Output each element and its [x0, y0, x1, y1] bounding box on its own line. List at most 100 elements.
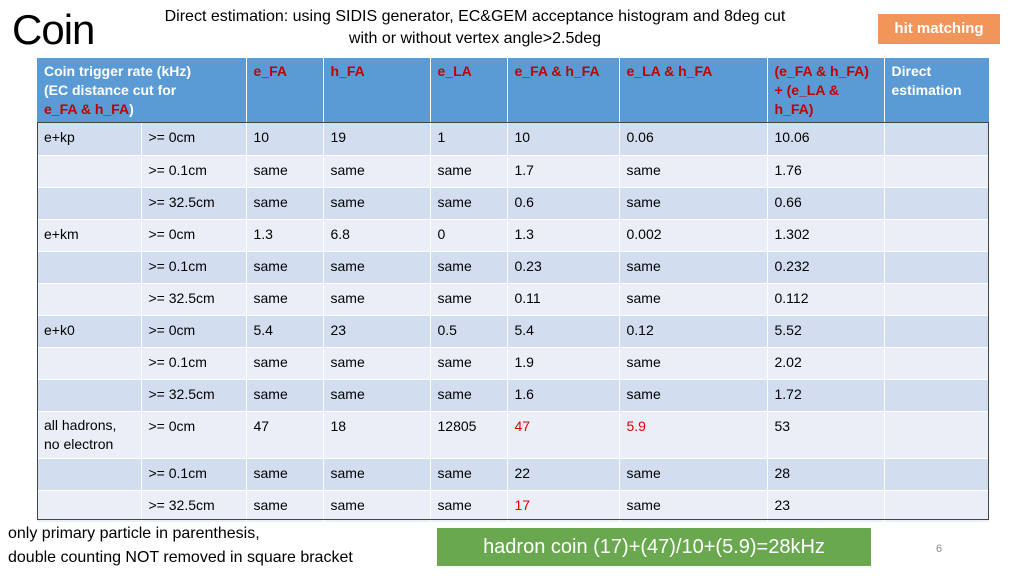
e-fa-cell: same [246, 251, 324, 284]
h-fa-cell: same [323, 347, 431, 380]
h-fa-cell: 6.8 [323, 219, 431, 252]
sum-cell: 23 [767, 490, 885, 523]
e-la-h-fa-cell: same [619, 347, 768, 380]
e-la-cell: 1 [430, 123, 508, 156]
e-fa-h-fa-cell: 5.4 [507, 315, 620, 348]
e-la-h-fa-cell: 0.12 [619, 315, 768, 348]
cut-cell: >= 32.5cm [141, 379, 247, 412]
direct-cell [884, 155, 990, 188]
sum-cell: 0.112 [767, 283, 885, 316]
h-fa-cell: same [323, 155, 431, 188]
table-row: >= 0.1cm same same same 22 same 28 [37, 458, 990, 491]
table-row: e+kp >= 0cm 10 19 1 10 0.06 10.06 [37, 123, 990, 156]
cut-cell: >= 32.5cm [141, 490, 247, 523]
group-cell [37, 458, 142, 491]
e-fa-cell: same [246, 347, 324, 380]
group-cell [37, 283, 142, 316]
sum-cell: 0.66 [767, 187, 885, 220]
direct-cell [884, 219, 990, 252]
table-header-row: Coin trigger rate (kHz) (EC distance cut… [37, 58, 990, 123]
h-fa-cell: 18 [323, 411, 431, 459]
header-sum-line-2: + (e_LA & [774, 82, 839, 98]
coin-rate-table: Coin trigger rate (kHz) (EC distance cut… [37, 58, 990, 523]
e-la-cell: same [430, 458, 508, 491]
group-cell: e+kp [37, 123, 142, 156]
h-fa-cell: 19 [323, 123, 431, 156]
e-la-h-fa-cell: 0.002 [619, 219, 768, 252]
header-label-cell: Coin trigger rate (kHz) (EC distance cut… [37, 58, 247, 123]
header-label-line-3: e_FA & h_FA) [44, 100, 239, 119]
sum-cell: 1.302 [767, 219, 885, 252]
e-la-h-fa-cell: same [619, 379, 768, 412]
e-fa-cell: same [246, 490, 324, 523]
hit-matching-badge: hit matching [878, 14, 1000, 44]
direct-cell [884, 315, 990, 348]
e-fa-cell: same [246, 458, 324, 491]
header-label-close-paren: ) [129, 101, 134, 117]
e-la-cell: same [430, 490, 508, 523]
cut-cell: >= 0cm [141, 123, 247, 156]
cut-cell: >= 0cm [141, 411, 247, 459]
sum-cell: 0.232 [767, 251, 885, 284]
e-la-cell: 0 [430, 219, 508, 252]
e-la-cell: 12805 [430, 411, 508, 459]
table-row: >= 32.5cm same same same 0.11 same 0.112 [37, 283, 990, 316]
e-la-cell: same [430, 187, 508, 220]
page-number: 6 [936, 543, 943, 555]
e-fa-h-fa-cell: 1.6 [507, 379, 620, 412]
header-direct-line-2: estimation [891, 82, 962, 98]
header-e-la-h-fa: e_LA & h_FA [619, 58, 768, 123]
e-la-cell: same [430, 155, 508, 188]
header-h-fa: h_FA [323, 58, 431, 123]
cut-cell: >= 0.1cm [141, 251, 247, 284]
subtitle-line-1: Direct estimation: using SIDIS generator… [164, 8, 786, 25]
e-la-cell: 0.5 [430, 315, 508, 348]
cut-cell: >= 0.1cm [141, 155, 247, 188]
footnote-line-1: only primary particle in parenthesis, [8, 525, 260, 542]
sum-cell: 1.76 [767, 155, 885, 188]
e-la-h-fa-cell: 5.9 [619, 411, 768, 459]
e-la-h-fa-cell: 0.06 [619, 123, 768, 156]
direct-cell [884, 347, 990, 380]
e-fa-h-fa-cell: 1.7 [507, 155, 620, 188]
cut-cell: >= 0.1cm [141, 347, 247, 380]
e-fa-h-fa-cell: 10 [507, 123, 620, 156]
h-fa-cell: same [323, 251, 431, 284]
group-cell [37, 347, 142, 380]
direct-cell [884, 187, 990, 220]
header-label-line-2: (EC distance cut for [44, 82, 177, 98]
header-e-fa: e_FA [246, 58, 324, 123]
e-fa-cell: 47 [246, 411, 324, 459]
table-row: >= 32.5cm same same same 0.6 same 0.66 [37, 187, 990, 220]
group-cell [37, 379, 142, 412]
group-cell: e+km [37, 219, 142, 252]
group-cell: all hadrons, no electron [37, 411, 142, 459]
e-la-h-fa-cell: same [619, 251, 768, 284]
e-fa-h-fa-cell: 1.9 [507, 347, 620, 380]
group-cell: e+k0 [37, 315, 142, 348]
e-la-h-fa-cell: same [619, 490, 768, 523]
sum-cell: 53 [767, 411, 885, 459]
direct-cell [884, 490, 990, 523]
e-fa-h-fa-cell: 0.23 [507, 251, 620, 284]
table-row: >= 32.5cm same same same 17 same 23 [37, 490, 990, 523]
e-la-h-fa-cell: same [619, 155, 768, 188]
header-label-line-1: Coin trigger rate (kHz) [44, 63, 192, 79]
e-fa-h-fa-cell: 17 [507, 490, 620, 523]
e-la-cell: same [430, 283, 508, 316]
sum-cell: 10.06 [767, 123, 885, 156]
group-cell [37, 490, 142, 523]
direct-cell [884, 411, 990, 459]
direct-cell [884, 123, 990, 156]
table-row: e+km >= 0cm 1.3 6.8 0 1.3 0.002 1.302 [37, 219, 990, 252]
h-fa-cell: same [323, 283, 431, 316]
subtitle-line-2: with or without vertex angle>2.5deg [348, 30, 602, 47]
group-cell [37, 187, 142, 220]
table-row: >= 32.5cm same same same 1.6 same 1.72 [37, 379, 990, 412]
e-fa-cell: same [246, 379, 324, 412]
e-fa-cell: same [246, 283, 324, 316]
e-la-h-fa-cell: same [619, 283, 768, 316]
h-fa-cell: same [323, 490, 431, 523]
e-la-cell: same [430, 251, 508, 284]
h-fa-cell: same [323, 379, 431, 412]
